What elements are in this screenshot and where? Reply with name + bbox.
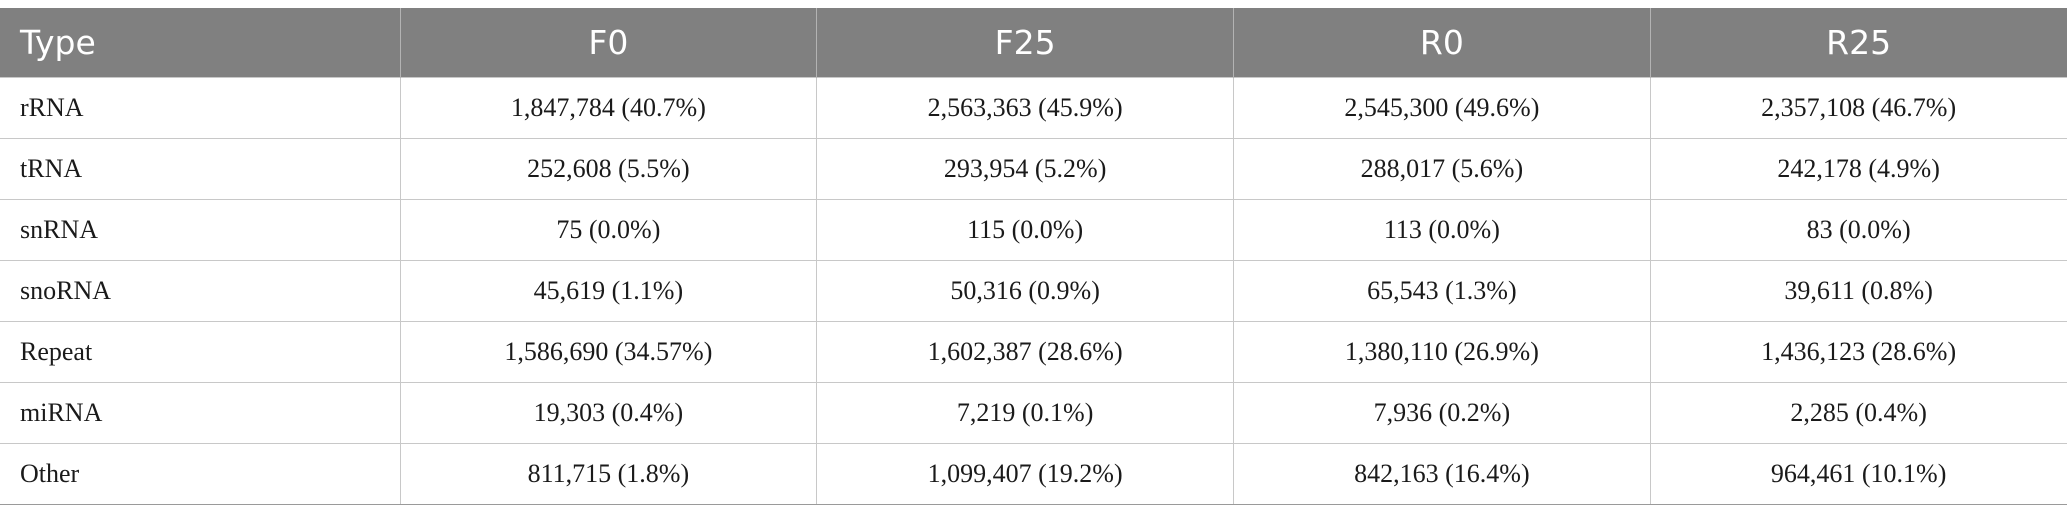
row-label: miRNA — [0, 382, 401, 444]
row-label: rRNA — [0, 77, 401, 139]
data-table: Type F0 F25 R0 R25 rRNA 1,847,784 (40.7%… — [0, 8, 2067, 505]
table-cell: 1,847,784 (40.7%) — [399, 77, 818, 139]
table-row: miRNA 19,303 (0.4%) 7,219 (0.1%) 7,936 (… — [0, 382, 2067, 444]
table-cell: 964,461 (10.1%) — [1649, 443, 2067, 505]
column-header-type: Type — [0, 8, 401, 78]
table-row: snRNA 75 (0.0%) 115 (0.0%) 113 (0.0%) 83… — [0, 199, 2067, 261]
table-cell: 252,608 (5.5%) — [399, 138, 818, 200]
table-cell: 842,163 (16.4%) — [1233, 443, 1651, 505]
row-label: Repeat — [0, 321, 401, 383]
table-cell: 2,285 (0.4%) — [1649, 382, 2067, 444]
table-cell: 39,611 (0.8%) — [1649, 260, 2067, 322]
table-row: rRNA 1,847,784 (40.7%) 2,563,363 (45.9%)… — [0, 77, 2067, 139]
table-cell: 7,219 (0.1%) — [816, 382, 1234, 444]
table-row: tRNA 252,608 (5.5%) 293,954 (5.2%) 288,0… — [0, 138, 2067, 200]
table-cell: 50,316 (0.9%) — [816, 260, 1234, 322]
table-row: Repeat 1,586,690 (34.57%) 1,602,387 (28.… — [0, 321, 2067, 383]
column-header-f0: F0 — [399, 8, 818, 78]
column-header-r25: R25 — [1649, 8, 2067, 78]
table-cell: 45,619 (1.1%) — [399, 260, 818, 322]
table-cell: 115 (0.0%) — [816, 199, 1234, 261]
table-cell: 2,563,363 (45.9%) — [816, 77, 1234, 139]
table-cell: 2,545,300 (49.6%) — [1233, 77, 1651, 139]
table-cell: 1,602,387 (28.6%) — [816, 321, 1234, 383]
table-cell: 19,303 (0.4%) — [399, 382, 818, 444]
table-cell: 293,954 (5.2%) — [816, 138, 1234, 200]
table-cell: 811,715 (1.8%) — [399, 443, 818, 505]
column-header-r0: R0 — [1233, 8, 1651, 78]
table-cell: 65,543 (1.3%) — [1233, 260, 1651, 322]
table-cell: 7,936 (0.2%) — [1233, 382, 1651, 444]
table-cell: 1,099,407 (19.2%) — [816, 443, 1234, 505]
header-row: Type F0 F25 R0 R25 — [0, 8, 2067, 78]
table-cell: 242,178 (4.9%) — [1649, 138, 2067, 200]
row-label: snoRNA — [0, 260, 401, 322]
row-label: Other — [0, 443, 401, 505]
table-cell: 288,017 (5.6%) — [1233, 138, 1651, 200]
table-row: Other 811,715 (1.8%) 1,099,407 (19.2%) 8… — [0, 443, 2067, 505]
table-cell: 1,436,123 (28.6%) — [1649, 321, 2067, 383]
table-cell: 113 (0.0%) — [1233, 199, 1651, 261]
row-label: tRNA — [0, 138, 401, 200]
table-cell: 1,380,110 (26.9%) — [1233, 321, 1651, 383]
table-row: snoRNA 45,619 (1.1%) 50,316 (0.9%) 65,54… — [0, 260, 2067, 322]
table-header: Type F0 F25 R0 R25 — [0, 8, 2067, 78]
table-cell: 75 (0.0%) — [399, 199, 818, 261]
table-cell: 83 (0.0%) — [1649, 199, 2067, 261]
data-table-container: Type F0 F25 R0 R25 rRNA 1,847,784 (40.7%… — [0, 8, 2067, 505]
table-body: rRNA 1,847,784 (40.7%) 2,563,363 (45.9%)… — [0, 77, 2067, 505]
column-header-f25: F25 — [816, 8, 1234, 78]
table-cell: 1,586,690 (34.57%) — [399, 321, 818, 383]
row-label: snRNA — [0, 199, 401, 261]
table-cell: 2,357,108 (46.7%) — [1649, 77, 2067, 139]
